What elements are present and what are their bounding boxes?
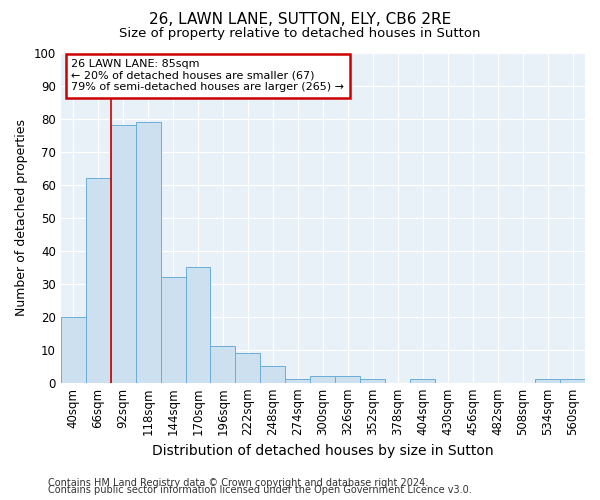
Bar <box>310 376 335 382</box>
Bar <box>560 380 585 382</box>
Text: 26, LAWN LANE, SUTTON, ELY, CB6 2RE: 26, LAWN LANE, SUTTON, ELY, CB6 2RE <box>149 12 451 28</box>
Bar <box>360 380 385 382</box>
Bar <box>260 366 286 382</box>
Bar <box>86 178 110 382</box>
Text: 26 LAWN LANE: 85sqm
← 20% of detached houses are smaller (67)
79% of semi-detach: 26 LAWN LANE: 85sqm ← 20% of detached ho… <box>71 59 344 92</box>
Bar <box>235 353 260 382</box>
Bar <box>335 376 360 382</box>
Text: Size of property relative to detached houses in Sutton: Size of property relative to detached ho… <box>119 28 481 40</box>
X-axis label: Distribution of detached houses by size in Sutton: Distribution of detached houses by size … <box>152 444 494 458</box>
Bar <box>61 316 86 382</box>
Text: Contains HM Land Registry data © Crown copyright and database right 2024.: Contains HM Land Registry data © Crown c… <box>48 478 428 488</box>
Bar <box>185 267 211 382</box>
Bar <box>535 380 560 382</box>
Bar <box>410 380 435 382</box>
Bar <box>136 122 161 382</box>
Bar <box>110 125 136 382</box>
Y-axis label: Number of detached properties: Number of detached properties <box>15 119 28 316</box>
Bar <box>286 380 310 382</box>
Bar <box>211 346 235 382</box>
Text: Contains public sector information licensed under the Open Government Licence v3: Contains public sector information licen… <box>48 485 472 495</box>
Bar <box>161 277 185 382</box>
